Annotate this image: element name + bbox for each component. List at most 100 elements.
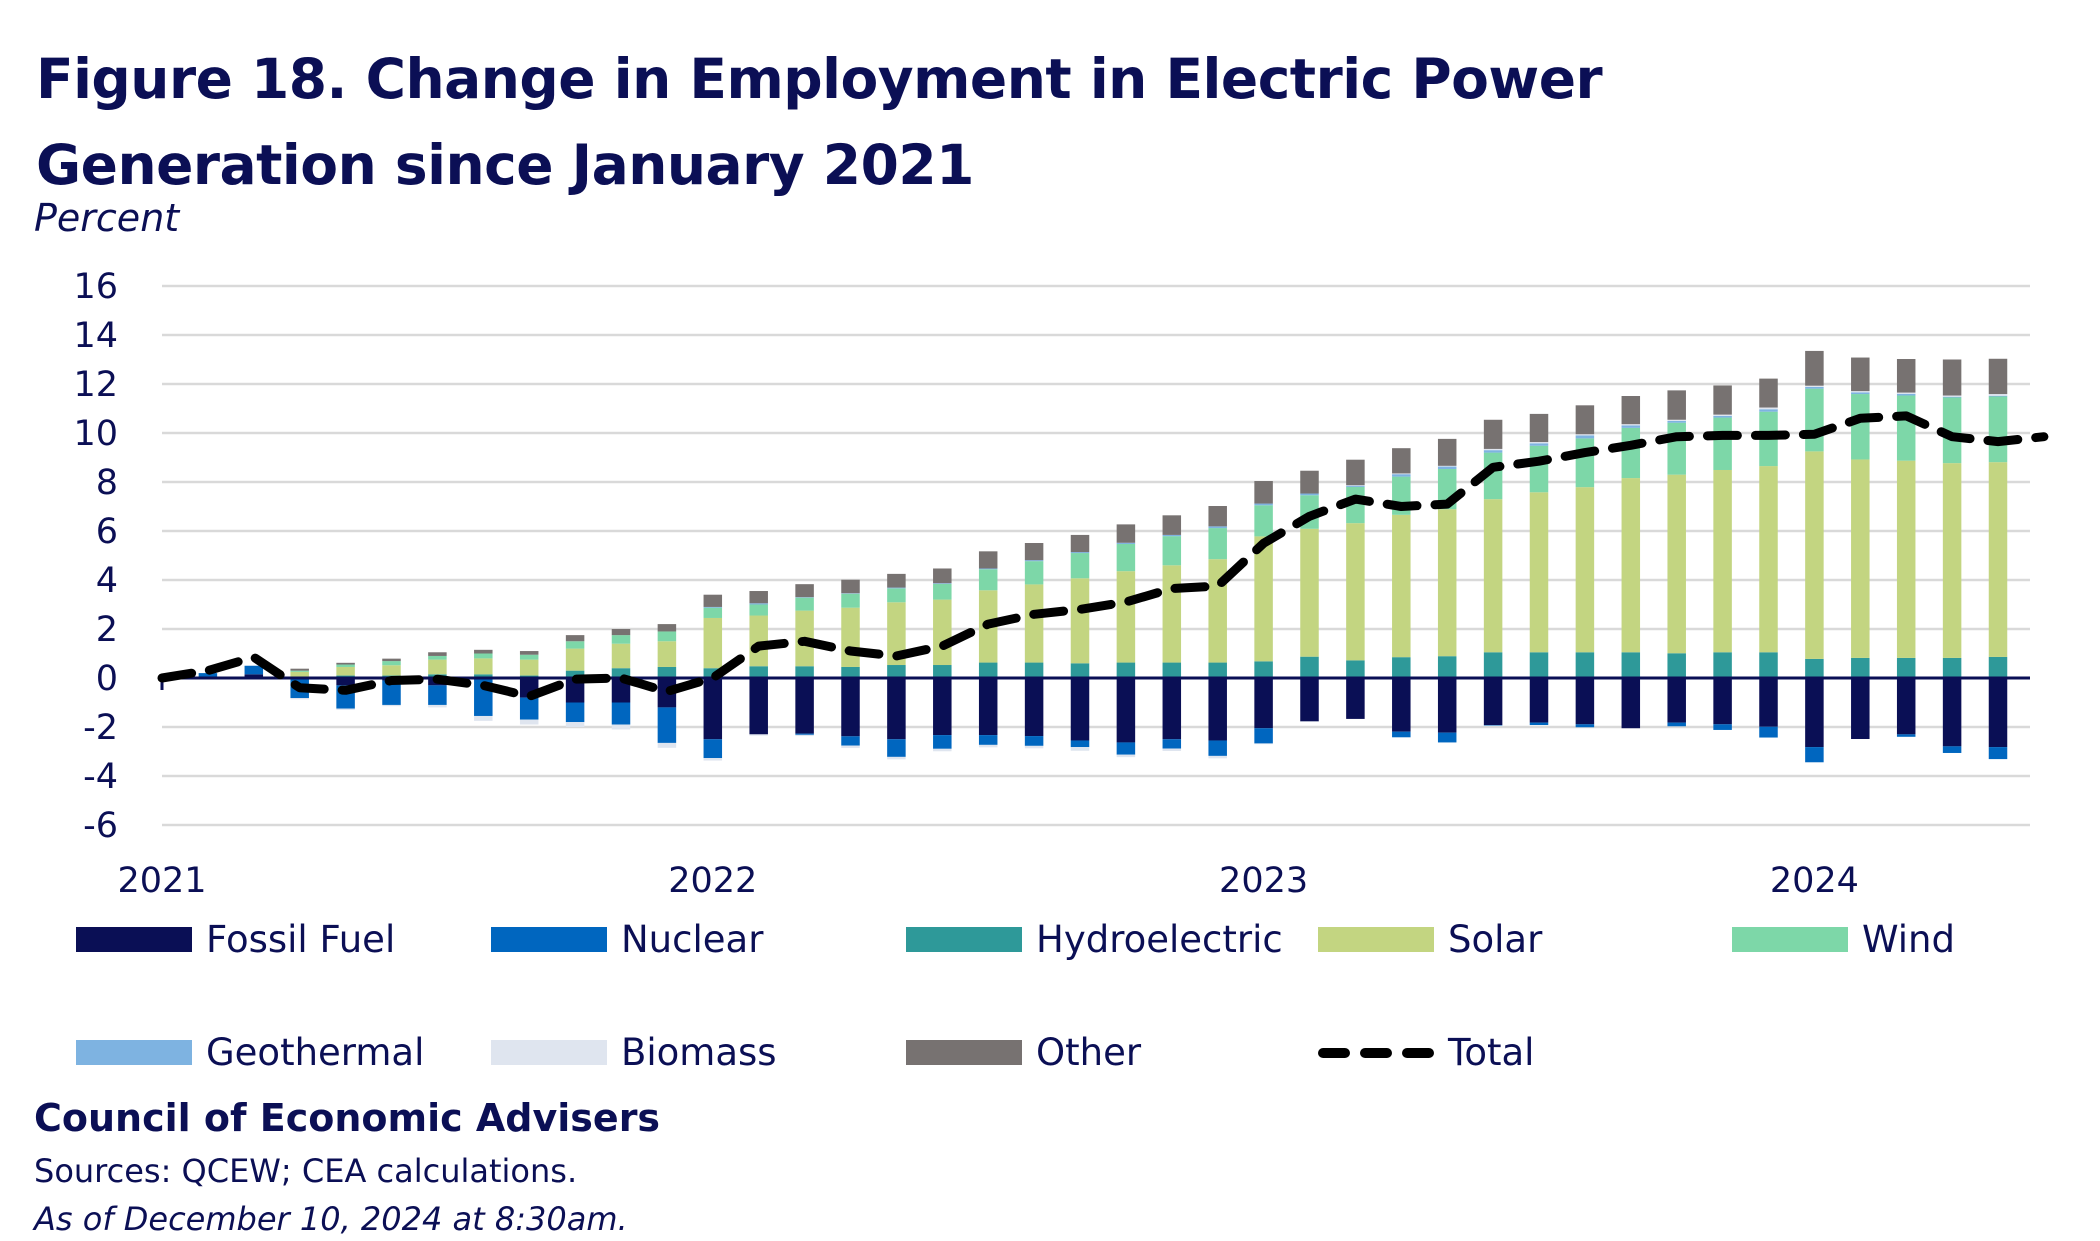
bar-segment-geothermal (749, 603, 768, 605)
bar-segment-hydroelectric (1437, 656, 1457, 678)
bar-segment-fossil-fuel (1300, 678, 1319, 722)
legend-label: Nuclear (621, 918, 764, 961)
bar-stack (1483, 419, 1503, 726)
bar-segment-biomass (611, 724, 631, 730)
bar-stack (978, 551, 998, 748)
bar-segment-geothermal (1116, 542, 1136, 544)
legend-swatch-total-dash (1318, 1040, 1434, 1065)
bar-segment-biomass (1713, 414, 1732, 416)
bar-stack (1024, 543, 1044, 749)
bar-segment-biomass (519, 719, 539, 725)
bar-segment-other (336, 662, 355, 665)
bar-segment-fossil-fuel (1346, 678, 1365, 719)
bar-segment-fossil-fuel (841, 678, 860, 737)
bar-segment-fossil-fuel (1575, 678, 1595, 725)
bar-segment-geothermal (933, 583, 952, 584)
legend-item-hydroelectric: Hydroelectric (906, 918, 1283, 961)
bar-segment-hydroelectric (887, 665, 906, 678)
legend-label: Hydroelectric (1036, 918, 1283, 961)
bar-segment-biomass (933, 748, 952, 752)
bar-segment-solar (1759, 466, 1778, 653)
bar-segment-biomass (1208, 755, 1227, 759)
bar-stack (657, 624, 677, 748)
bar-segment-solar (933, 599, 952, 666)
bar-segment-other (887, 573, 906, 588)
bar-segment-geothermal (1667, 420, 1686, 423)
bar-segment-geothermal (1346, 485, 1365, 487)
legend-label: Wind (1862, 918, 1955, 961)
bar-segment-solar (1300, 528, 1319, 657)
bar-stack (749, 591, 768, 736)
bar-segment-wind (474, 653, 493, 659)
gridlines (160, 284, 2030, 827)
bar-segment-biomass (1896, 392, 1916, 394)
bar-segment-other (1667, 390, 1686, 420)
footer-organization: Council of Economic Advisers (34, 1096, 661, 1140)
bar-segment-biomass (474, 715, 493, 721)
bar-segment-hydroelectric (657, 666, 677, 678)
legend-item-geothermal: Geothermal (76, 1031, 424, 1074)
bar-segment-fossil-fuel (1851, 678, 1870, 740)
legend-label: Geothermal (206, 1031, 425, 1074)
bar-segment-other (978, 551, 998, 569)
y-axis-ticks: 16 14 12 10 8 6 4 2 0 -2 -4 -6 (73, 267, 118, 846)
legend-item-wind: Wind (1732, 918, 1955, 961)
bar-segment-geothermal (1162, 534, 1182, 537)
series-line-total (157, 411, 2049, 701)
bar-segment-other (1162, 515, 1182, 535)
bar-segment-biomass (1483, 448, 1503, 451)
bar-segment-fossil-fuel (1529, 678, 1549, 723)
bar-segment-solar (1070, 578, 1090, 664)
bar-segment-other (1392, 448, 1411, 474)
bar-segment-other (1483, 419, 1503, 449)
bar-segment-hydroelectric (1254, 661, 1273, 678)
bar-segment-fossil-fuel (1805, 678, 1824, 748)
bar-stack (1942, 359, 1962, 753)
bar-segment-other (611, 629, 631, 636)
bar-segment-other (795, 584, 814, 598)
bar-segment-nuclear (887, 739, 906, 757)
bar-segment-geothermal (1713, 415, 1732, 418)
bar-segment-other (1208, 506, 1227, 527)
bar-segment-solar (1667, 474, 1686, 654)
bar-segment-solar (1896, 460, 1916, 658)
bar-segment-fossil-fuel (1621, 678, 1641, 729)
bar-segment-nuclear (1116, 742, 1136, 755)
bar-stack (1621, 396, 1641, 729)
bar-segment-biomass (1162, 748, 1182, 752)
bar-segment-other (657, 624, 677, 632)
bar-segment-wind (1024, 561, 1044, 585)
bar-segment-other (1024, 543, 1044, 561)
bar-segment-biomass (1254, 743, 1273, 745)
bar-segment-solar (474, 658, 493, 675)
bar-segment-geothermal (1437, 466, 1457, 470)
legend-swatch-nuclear (491, 927, 607, 952)
bar-stack (933, 568, 952, 752)
bar-segment-other (749, 591, 768, 604)
bar-segment-nuclear (1988, 747, 2008, 760)
bar-segment-geothermal (1254, 503, 1273, 506)
bar-segment-nuclear (198, 673, 218, 678)
bar-segment-nuclear (1896, 734, 1916, 737)
bar-segment-geothermal (1759, 409, 1778, 412)
bar-segment-fossil-fuel (1437, 678, 1457, 733)
bar-segment-solar (1437, 509, 1457, 657)
bar-segment-fossil-fuel (244, 674, 264, 678)
bar-segment-nuclear (1162, 739, 1182, 749)
bar-segment-other (1851, 357, 1870, 392)
bar-segment-other (1896, 359, 1916, 393)
legend-item-nuclear: Nuclear (491, 918, 763, 961)
bar-stack (1713, 385, 1732, 730)
bar-segment-nuclear (1437, 732, 1457, 743)
bar-segment-solar (1942, 463, 1962, 658)
bar-segment-fossil-fuel (1713, 678, 1732, 725)
bar-segment-nuclear (1942, 746, 1962, 753)
bar-segment-wind (1851, 394, 1870, 460)
x-tick-label: 2021 (117, 861, 206, 901)
bar-segment-hydroelectric (933, 665, 952, 678)
bar-segment-wind (703, 607, 723, 618)
bar-segment-wind (382, 661, 401, 666)
y-tick-label: 2 (96, 610, 118, 650)
bar-segment-geothermal (978, 568, 998, 570)
bar-segment-wind (887, 588, 906, 603)
